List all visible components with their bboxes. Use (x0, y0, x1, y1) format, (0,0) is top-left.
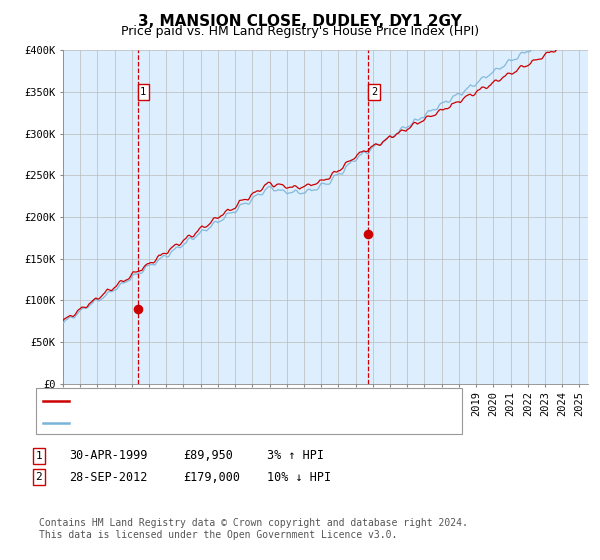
Text: £89,950: £89,950 (183, 449, 233, 463)
Text: 3% ↑ HPI: 3% ↑ HPI (267, 449, 324, 463)
Text: 3, MANSION CLOSE, DUDLEY, DY1 2GY: 3, MANSION CLOSE, DUDLEY, DY1 2GY (138, 14, 462, 29)
Text: Price paid vs. HM Land Registry's House Price Index (HPI): Price paid vs. HM Land Registry's House … (121, 25, 479, 38)
Text: 3, MANSION CLOSE, DUDLEY, DY1 2GY (detached house): 3, MANSION CLOSE, DUDLEY, DY1 2GY (detac… (73, 394, 430, 408)
Text: 10% ↓ HPI: 10% ↓ HPI (267, 470, 331, 484)
Text: 2: 2 (371, 87, 377, 97)
Point (364, 230, 373, 239)
Text: 28-SEP-2012: 28-SEP-2012 (69, 470, 148, 484)
Text: £179,000: £179,000 (183, 470, 240, 484)
Text: 1: 1 (140, 87, 146, 97)
Text: 2: 2 (35, 472, 43, 482)
Point (133, 304, 142, 313)
Text: 1: 1 (35, 451, 43, 461)
Text: HPI: Average price, detached house, Dudley: HPI: Average price, detached house, Dudl… (73, 417, 373, 430)
Text: Contains HM Land Registry data © Crown copyright and database right 2024.
This d: Contains HM Land Registry data © Crown c… (39, 518, 468, 540)
Text: 30-APR-1999: 30-APR-1999 (69, 449, 148, 463)
